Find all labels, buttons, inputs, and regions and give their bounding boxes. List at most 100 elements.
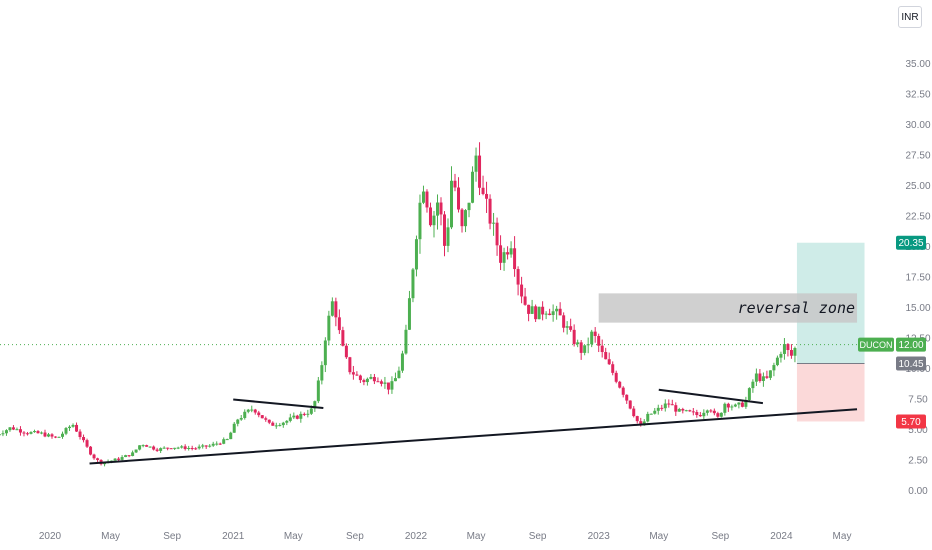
candle-body xyxy=(302,413,306,415)
candle-body xyxy=(730,406,734,408)
candle xyxy=(684,409,688,412)
candle xyxy=(92,453,96,460)
candle xyxy=(362,378,366,386)
candle xyxy=(607,352,611,365)
candle-body xyxy=(485,193,489,199)
candle-body xyxy=(229,432,233,440)
candle-body xyxy=(169,448,173,450)
candle-body xyxy=(355,374,359,376)
candle-body xyxy=(323,340,327,366)
candle xyxy=(344,343,348,359)
candle-body xyxy=(61,433,65,437)
candle-body xyxy=(313,401,317,409)
candle xyxy=(593,327,597,343)
candle-body xyxy=(236,419,240,424)
candle xyxy=(18,426,22,436)
candle xyxy=(225,438,229,441)
candle xyxy=(492,212,496,236)
candle-body xyxy=(222,439,226,444)
candle-body xyxy=(334,301,338,318)
candle xyxy=(597,333,601,353)
candle-body xyxy=(292,415,296,418)
candle-body xyxy=(180,446,184,448)
candle xyxy=(320,361,324,385)
candle xyxy=(530,299,534,314)
candle xyxy=(372,373,376,385)
candle xyxy=(663,399,667,412)
candle-body xyxy=(453,180,457,188)
candle-body xyxy=(134,449,138,453)
candle xyxy=(548,308,552,316)
candle-body xyxy=(674,405,678,412)
candle-body xyxy=(278,425,282,427)
candle xyxy=(779,351,783,363)
candle-body xyxy=(716,413,720,417)
candle-body xyxy=(442,214,446,246)
candle-body xyxy=(288,417,292,421)
currency-button[interactable]: INR xyxy=(898,6,922,28)
x-tick-label: Sep xyxy=(711,531,729,542)
candle-body xyxy=(439,202,443,215)
candle-body xyxy=(576,342,580,345)
candle xyxy=(267,419,271,425)
candle-body xyxy=(590,331,594,345)
candle-body xyxy=(8,427,12,431)
candle xyxy=(569,318,573,332)
candle-body xyxy=(232,423,236,433)
candle xyxy=(775,355,779,367)
candle xyxy=(516,266,520,296)
candle-body xyxy=(215,443,219,445)
candle-body xyxy=(786,344,790,351)
candle xyxy=(376,377,380,383)
candle xyxy=(124,454,128,458)
price-label-text: 12.00 xyxy=(898,340,923,351)
candle-body xyxy=(702,412,706,417)
candle-body xyxy=(348,357,352,373)
price-label-bg xyxy=(896,235,926,250)
candle xyxy=(61,431,65,439)
candle-body xyxy=(208,445,212,447)
candle-body xyxy=(393,378,397,382)
candle xyxy=(421,185,425,205)
candle xyxy=(218,442,222,446)
candle-body xyxy=(467,202,471,211)
candle xyxy=(649,413,653,415)
candle-body xyxy=(747,388,751,400)
candle-body xyxy=(495,222,499,246)
candle-body xyxy=(471,171,475,203)
candle-body xyxy=(435,202,439,216)
candle xyxy=(229,431,233,440)
candle-body xyxy=(677,408,681,412)
candle-body xyxy=(341,330,345,346)
candle-body xyxy=(138,445,142,450)
candle-body xyxy=(152,446,156,450)
candle xyxy=(208,444,212,448)
time-axis[interactable]: 2020 May Sep 2021 May Sep 2022 May Sep 2023 May Sep… xyxy=(39,531,852,542)
candle-body xyxy=(173,447,177,449)
candle-body xyxy=(383,382,387,384)
candle xyxy=(723,402,727,416)
price-axis[interactable]: 35.0032.5030.0027.5025.0022.5020.0017.50… xyxy=(905,59,930,497)
candle xyxy=(337,309,341,334)
candle xyxy=(558,302,562,316)
price-label-bg xyxy=(896,414,926,429)
candle-body xyxy=(765,376,769,378)
candle xyxy=(425,189,429,213)
symbol-badge[interactable]: DUCON xyxy=(858,337,894,352)
candle xyxy=(653,407,657,415)
candle-body xyxy=(793,347,797,356)
candle xyxy=(120,455,124,461)
x-tick-label: 2020 xyxy=(39,531,62,542)
candle-body xyxy=(271,422,275,426)
candle-body xyxy=(25,433,29,435)
candle xyxy=(625,394,629,404)
candle xyxy=(152,445,156,451)
candle-body xyxy=(418,202,422,240)
candle-body xyxy=(194,448,198,450)
x-tick-label: May xyxy=(467,531,486,542)
candle-body xyxy=(54,436,58,438)
candle-body xyxy=(691,411,695,413)
candle xyxy=(400,350,404,373)
candle xyxy=(166,447,170,451)
